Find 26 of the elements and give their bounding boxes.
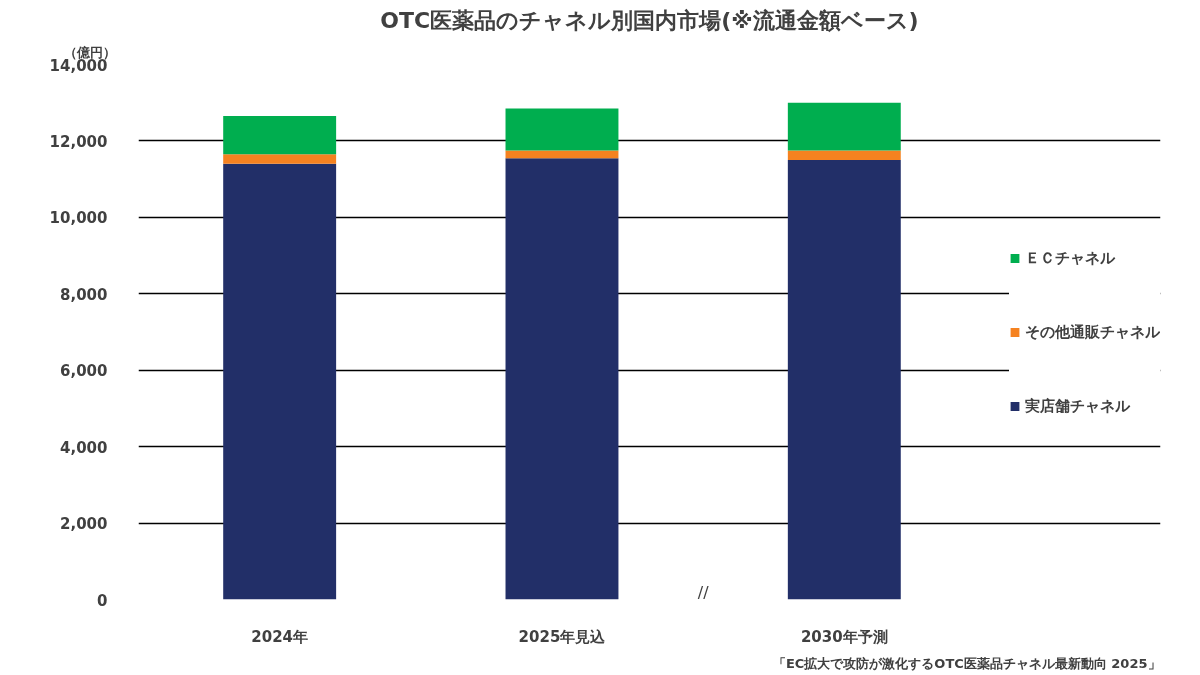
text: 「EC拡大で攻防が激化するOTC医薬品チャネル最新動向 2025」: [772, 655, 1161, 671]
y-tick-label: 8,000: [60, 285, 108, 304]
bar: [505, 158, 619, 600]
bar: [787, 160, 901, 600]
bar: [223, 116, 337, 155]
x-tick-label: 2024年: [251, 627, 309, 646]
legend-label: その他通販チャネル: [1025, 322, 1160, 341]
y-axis-title: （億円）: [63, 44, 116, 60]
legend-label: ＥＣチャネル: [1025, 248, 1115, 267]
chart-title: OTC医薬品のチャネル別国内市場(※流通金額ベース): [380, 7, 919, 33]
annotation: //: [697, 582, 710, 602]
bar: [223, 154, 337, 164]
bar: [787, 150, 901, 161]
x-tick-label: 2025年見込: [518, 627, 607, 646]
bar: [223, 163, 337, 600]
legend-label: 実店舗チャネル: [1025, 396, 1130, 415]
x-tick-label: 2030年予測: [800, 627, 888, 646]
y-tick-label: 4,000: [60, 438, 108, 457]
y-tick-label: 12,000: [49, 132, 108, 151]
y-tick-label: 6,000: [60, 362, 108, 381]
y-tick-label: 0: [97, 591, 108, 610]
bar: [505, 108, 619, 151]
bar: [787, 102, 901, 151]
bar: [505, 150, 619, 159]
y-tick-label: 10,000: [49, 209, 108, 228]
y-tick-label: 2,000: [60, 515, 108, 534]
